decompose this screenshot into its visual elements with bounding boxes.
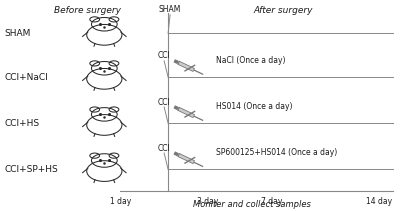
Text: CCI: CCI — [158, 51, 170, 60]
Text: CCI: CCI — [158, 144, 170, 153]
Text: NaCl (Once a day): NaCl (Once a day) — [216, 55, 286, 65]
Text: After surgery: After surgery — [254, 6, 314, 15]
Text: Moniter and collect samples: Moniter and collect samples — [193, 200, 311, 209]
Text: CCI+HS: CCI+HS — [5, 119, 40, 128]
Text: SHAM: SHAM — [5, 29, 31, 38]
Text: CCI+NaCl: CCI+NaCl — [5, 73, 48, 82]
Text: SHAM: SHAM — [159, 5, 181, 14]
Text: 7 day: 7 day — [261, 197, 282, 206]
Text: 1 day: 1 day — [110, 197, 131, 206]
Text: 14 day: 14 day — [366, 197, 392, 206]
Text: Before surgery: Before surgery — [54, 6, 121, 15]
Text: SP600125+HS014 (Once a day): SP600125+HS014 (Once a day) — [216, 148, 337, 157]
Text: 3 day: 3 day — [197, 197, 219, 206]
Text: HS014 (Once a day): HS014 (Once a day) — [216, 102, 292, 111]
Text: CCI: CCI — [158, 97, 170, 107]
Text: CCI+SP+HS: CCI+SP+HS — [5, 165, 58, 174]
